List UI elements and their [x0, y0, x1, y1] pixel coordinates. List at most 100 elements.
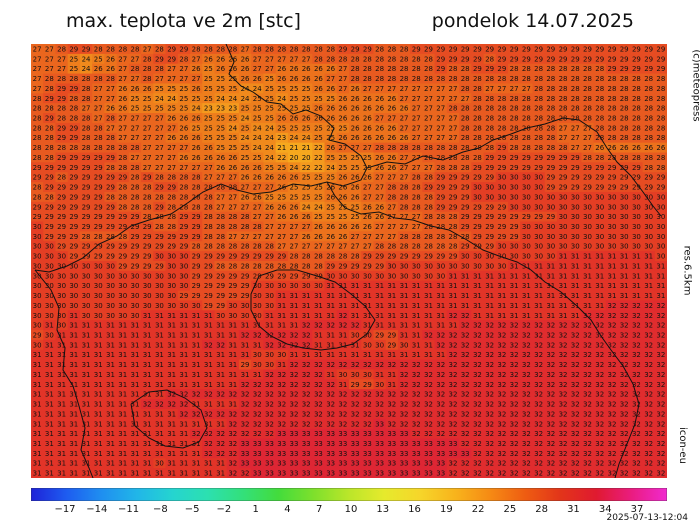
temperature-value: 32 [546, 371, 555, 379]
temperature-value: 29 [118, 213, 127, 221]
temperature-value: 29 [583, 164, 592, 172]
grid-cell [373, 320, 387, 331]
grid-cell [593, 162, 607, 173]
temperature-value: 31 [45, 341, 54, 349]
temperature-value: 30 [241, 302, 250, 310]
temperature-value: 26 [130, 85, 139, 93]
temperature-value: 33 [302, 450, 311, 458]
grid-cell [336, 359, 350, 371]
grid-cell [544, 231, 558, 242]
temperature-value: 30 [94, 282, 103, 290]
temperature-value: 32 [583, 371, 592, 379]
temperature-value: 28 [204, 223, 213, 231]
temperature-value: 28 [571, 105, 580, 113]
temperature-value: 31 [497, 292, 506, 300]
temperature-value: 32 [656, 312, 665, 320]
temperature-value: 32 [412, 381, 421, 389]
grid-cell [630, 389, 644, 400]
temperature-value: 30 [620, 233, 629, 241]
temperature-value: 30 [167, 272, 176, 280]
grid-cell [508, 468, 521, 478]
temperature-value: 28 [436, 213, 445, 221]
temperature-value: 29 [363, 45, 372, 53]
grid-cell [324, 201, 338, 213]
temperature-value: 31 [241, 322, 250, 330]
temperature-value: 29 [179, 45, 188, 53]
grid-cell [459, 172, 472, 183]
temperature-value: 28 [204, 193, 213, 201]
grid-cell [128, 349, 142, 361]
temperature-value: 25 [228, 144, 237, 152]
temperature-value: 31 [118, 450, 127, 458]
grid-cell [373, 458, 387, 469]
grid-cell [495, 330, 509, 341]
temperature-value: 29 [497, 213, 506, 221]
temperature-value: 28 [534, 65, 543, 73]
temperature-value: 33 [338, 450, 347, 458]
grid-cell [605, 142, 619, 154]
grid-cell [116, 399, 130, 410]
grid-cell [67, 103, 81, 114]
grid-cell [520, 379, 534, 390]
grid-cell [141, 438, 154, 450]
grid-cell [202, 448, 216, 459]
temperature-value: 30 [363, 371, 372, 379]
grid-cell [116, 132, 130, 144]
grid-cell [55, 152, 69, 163]
temperature-value: 28 [143, 55, 152, 63]
temperature-value: 31 [106, 410, 115, 418]
grid-cell [31, 261, 44, 272]
temperature-value: 31 [326, 371, 335, 379]
grid-cell [177, 330, 191, 341]
grid-cell [471, 290, 485, 302]
grid-cell [349, 44, 362, 55]
grid-cell [434, 122, 448, 134]
grid-cell [336, 261, 350, 272]
grid-cell [55, 241, 69, 252]
grid-cell [300, 221, 313, 233]
temperature-value: 32 [265, 410, 274, 418]
temperature-value: 28 [228, 184, 237, 192]
temperature-value: 26 [167, 134, 176, 142]
grid-cell [618, 221, 631, 233]
temperature-value: 31 [375, 292, 384, 300]
temperature-value: 28 [461, 65, 470, 73]
temperature-value: 33 [314, 470, 323, 478]
temperature-value: 28 [82, 75, 91, 83]
grid-cell [116, 290, 130, 302]
grid-cell [373, 389, 387, 400]
temperature-value: 30 [546, 203, 555, 211]
grid-cell [31, 73, 44, 85]
temperature-value: 32 [559, 440, 568, 448]
temperature-value: 28 [656, 95, 665, 103]
temperature-value: 28 [192, 184, 201, 192]
grid-cell [251, 211, 264, 223]
temperature-value: 28 [534, 134, 543, 142]
grid-cell [128, 339, 142, 351]
temperature-value: 32 [656, 440, 665, 448]
temperature-value: 32 [632, 361, 641, 369]
grid-cell [177, 231, 191, 242]
grid-cell [336, 172, 350, 183]
temperature-value: 31 [595, 262, 604, 270]
temperature-value: 32 [559, 361, 568, 369]
grid-cell [190, 280, 203, 292]
temperature-value: 30 [289, 282, 298, 290]
temperature-value: 30 [620, 223, 629, 231]
grid-cell [92, 241, 105, 252]
temperature-value: 20 [302, 154, 311, 162]
grid-cell [116, 261, 130, 272]
grid-cell [324, 280, 338, 292]
temperature-value: 32 [583, 440, 592, 448]
grid-cell [55, 53, 69, 65]
temperature-value: 28 [204, 243, 213, 251]
grid-cell [67, 408, 81, 420]
temperature-value: 31 [253, 322, 262, 330]
temperature-value: 31 [118, 401, 127, 409]
temperature-value: 27 [375, 193, 384, 201]
temperature-value: 27 [106, 85, 115, 93]
temperature-value: 25 [302, 193, 311, 201]
temperature-value: 26 [106, 55, 115, 63]
temperature-value: 28 [595, 154, 604, 162]
grid-cell [569, 349, 582, 361]
